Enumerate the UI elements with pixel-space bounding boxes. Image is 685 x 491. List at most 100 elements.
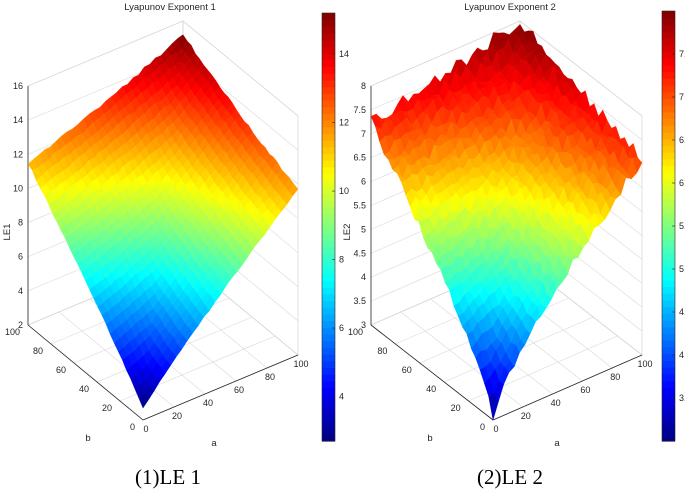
- y-tick-label: 100: [348, 327, 363, 337]
- z-tick-label: 3.5: [353, 296, 366, 306]
- z-tick-label: 8: [361, 81, 366, 91]
- colorbar-segment: [662, 44, 675, 52]
- z-gridline: [370, 20, 643, 117]
- colorbar-segment: [322, 414, 335, 422]
- colorbar-segment: [662, 232, 675, 241]
- z-axis-label: LE1: [2, 224, 13, 241]
- colorbar-segment: [662, 158, 675, 167]
- x-tick-label: 20: [172, 411, 182, 421]
- colorbar-segment: [662, 145, 675, 153]
- colorbar-segment: [662, 98, 675, 106]
- colorbar-segment: [662, 118, 675, 126]
- colorbar-segment: [662, 111, 675, 120]
- colorbar-segment: [662, 165, 675, 173]
- colorbar-segment: [662, 212, 675, 220]
- colorbar-tick-label: 6: [679, 178, 684, 188]
- colorbar-segment: [662, 252, 675, 261]
- colorbar-segment: [662, 64, 675, 73]
- colorbar-segment: [662, 360, 675, 368]
- colorbar-segment: [322, 213, 335, 221]
- colorbar-segment: [662, 367, 675, 375]
- colorbar-segment: [322, 173, 335, 181]
- colorbar-tick-label: 5.5: [679, 221, 685, 231]
- colorbar-segment: [662, 320, 675, 328]
- y-tick-label: 20: [451, 403, 461, 413]
- colorbar-segment: [322, 220, 335, 228]
- colorbar-segment: [662, 286, 675, 294]
- colorbar-segment: [662, 414, 675, 422]
- colorbar-segment: [322, 427, 335, 435]
- colorbar-segment: [322, 387, 335, 395]
- colorbar-segment: [662, 17, 675, 26]
- panel-le1: Lyapunov Exponent 1 24681012141602040608…: [2, 2, 349, 489]
- colorbar-segment: [662, 178, 675, 187]
- colorbar-segment: [322, 186, 335, 195]
- caption: (2)LE 2: [477, 465, 543, 489]
- colorbar-segment: [662, 313, 675, 321]
- colorbar-tick-label: 8: [339, 255, 344, 265]
- colorbar-segment: [662, 58, 675, 66]
- z-tick-label: 4.5: [353, 248, 366, 258]
- colorbar-segment: [662, 387, 675, 395]
- colorbar-segment: [322, 106, 335, 114]
- colorbar-segment: [322, 227, 335, 235]
- colorbar-tick-label: 5: [679, 264, 684, 274]
- colorbar-segment: [322, 367, 335, 375]
- colorbar-tick-label: 4.5: [679, 307, 685, 317]
- colorbar-segment: [322, 327, 335, 335]
- colorbar-segment: [662, 125, 675, 133]
- colorbar-segment: [662, 84, 675, 93]
- colorbar-segment: [662, 219, 675, 227]
- colorbar-segment: [322, 206, 335, 215]
- colorbar-tick-label: 10: [339, 186, 349, 196]
- z-tick-label: 16: [13, 81, 23, 91]
- colorbar-segment: [662, 78, 675, 86]
- colorbar-segment: [322, 19, 335, 27]
- colorbar-segment: [322, 26, 335, 34]
- colorbar-segment: [322, 240, 335, 248]
- colorbar-segment: [322, 39, 335, 48]
- colorbar-segment: [322, 394, 335, 402]
- colorbar-tick-label: 4: [679, 350, 684, 360]
- colorbar-segment: [662, 131, 675, 140]
- y-axis-label: b: [427, 433, 432, 444]
- colorbar-segment: [662, 172, 675, 180]
- colorbar-segment: [662, 91, 675, 99]
- colorbar-segment: [662, 51, 675, 59]
- colorbar-segment: [322, 273, 335, 282]
- colorbar-segment: [662, 239, 675, 247]
- colorbar-segment: [322, 166, 335, 175]
- colorbar-tick-label: 6: [339, 323, 344, 333]
- colorbar-segment: [322, 320, 335, 328]
- colorbar-segment: [322, 153, 335, 161]
- colorbar-segment: [662, 246, 675, 254]
- z-tick-label: 3: [361, 320, 366, 330]
- colorbar-segment: [662, 326, 675, 335]
- x-tick-label: 80: [265, 372, 275, 382]
- chart-title: Lyapunov Exponent 2: [464, 2, 556, 13]
- y-axis-label: b: [85, 433, 90, 444]
- colorbar-tick-label: 6.5: [679, 135, 685, 145]
- x-tick-label: 60: [234, 385, 244, 395]
- panel-le2: Lyapunov Exponent 2 3 3.5 4 4.5 5 5.5 6 6.5 7 7.5…: [342, 2, 685, 489]
- colorbar-frame: [321, 12, 336, 442]
- colorbar-segment: [662, 226, 675, 234]
- colorbar-segment: [322, 126, 335, 134]
- z-tick-label: 4: [18, 286, 23, 296]
- colorbar-segment: [322, 354, 335, 362]
- y-tick-label: 100: [5, 327, 20, 337]
- x-tick-label: 40: [203, 398, 213, 408]
- colorbar-segment: [322, 300, 335, 308]
- z-tick-label: 6.5: [353, 153, 366, 163]
- colorbar-segment: [322, 420, 335, 429]
- colorbar-segment: [662, 407, 675, 415]
- colorbar-segment: [662, 185, 675, 194]
- z-tick-label: 8: [18, 218, 23, 228]
- colorbar-tick-label: 14: [339, 49, 349, 59]
- z-gridline: [27, 20, 299, 117]
- z-tick-label: 10: [13, 183, 23, 193]
- x-tick-label: 100: [637, 359, 652, 369]
- colorbar-segment: [662, 306, 675, 314]
- y-axis-line: [370, 324, 494, 421]
- colorbar-segment: [322, 120, 335, 128]
